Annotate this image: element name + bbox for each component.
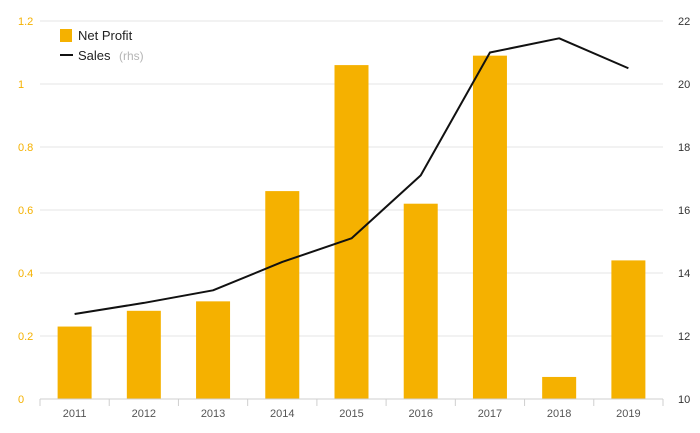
right-tick-label: 20 [678,79,690,91]
x-tick-label: 2011 [63,408,87,420]
x-tick-label: 2015 [339,408,363,420]
right-tick-label: 14 [678,268,690,280]
left-tick-label: 0.8 [18,142,33,154]
x-tick-label: 2016 [408,408,432,420]
x-tick-label: 2017 [478,408,502,420]
left-tick-label: 0.6 [18,205,33,217]
legend: Net Profit Sales (rhs) [60,28,144,64]
x-tick-label: 2013 [201,408,225,420]
bar-net-profit-2016 [403,203,438,399]
bar-net-profit-2015 [334,65,369,399]
bar-net-profit-2018 [542,376,577,399]
left-tick-label: 0.2 [18,331,33,343]
right-tick-label: 10 [678,394,690,406]
x-tick-label: 2014 [270,408,294,420]
left-tick-label: 1 [18,79,24,91]
legend-label-net-profit: Net Profit [78,28,133,43]
left-tick-label: 0.4 [18,268,33,280]
right-tick-label: 12 [678,331,690,343]
left-tick-label: 1.2 [18,16,33,28]
bar-net-profit-2014 [265,191,300,399]
legend-label-sales-name: Sales [78,48,111,63]
bar-series-net-profit [57,55,646,400]
bar-net-profit-2019 [611,260,646,399]
x-tick-label: 2012 [132,408,156,420]
bar-net-profit-2017 [472,55,507,400]
x-tick-label: 2019 [616,408,640,420]
bar-net-profit-2011 [57,326,92,399]
right-tick-label: 18 [678,142,690,154]
legend-label-sales-suffix: (rhs) [119,49,144,63]
legend-swatch-net-profit [60,29,72,42]
line-series-sales [74,37,629,315]
right-tick-label: 16 [678,205,690,217]
left-tick-label: 0 [18,394,24,406]
x-axis: 2011 2012 2013 2014 2015 2016 2017 2018 2019 [39,398,664,420]
left-y-axis: 0 0.2 0.4 0.6 0.8 1 1.2 [18,16,33,406]
x-tick-label: 2018 [547,408,571,420]
bar-net-profit-2012 [126,310,161,399]
legend-label-sales: Sales (rhs) [78,47,144,64]
bar-net-profit-2013 [196,301,231,399]
right-tick-label: 22 [678,16,690,28]
right-y-axis: 10 12 14 16 18 20 22 [678,16,690,406]
